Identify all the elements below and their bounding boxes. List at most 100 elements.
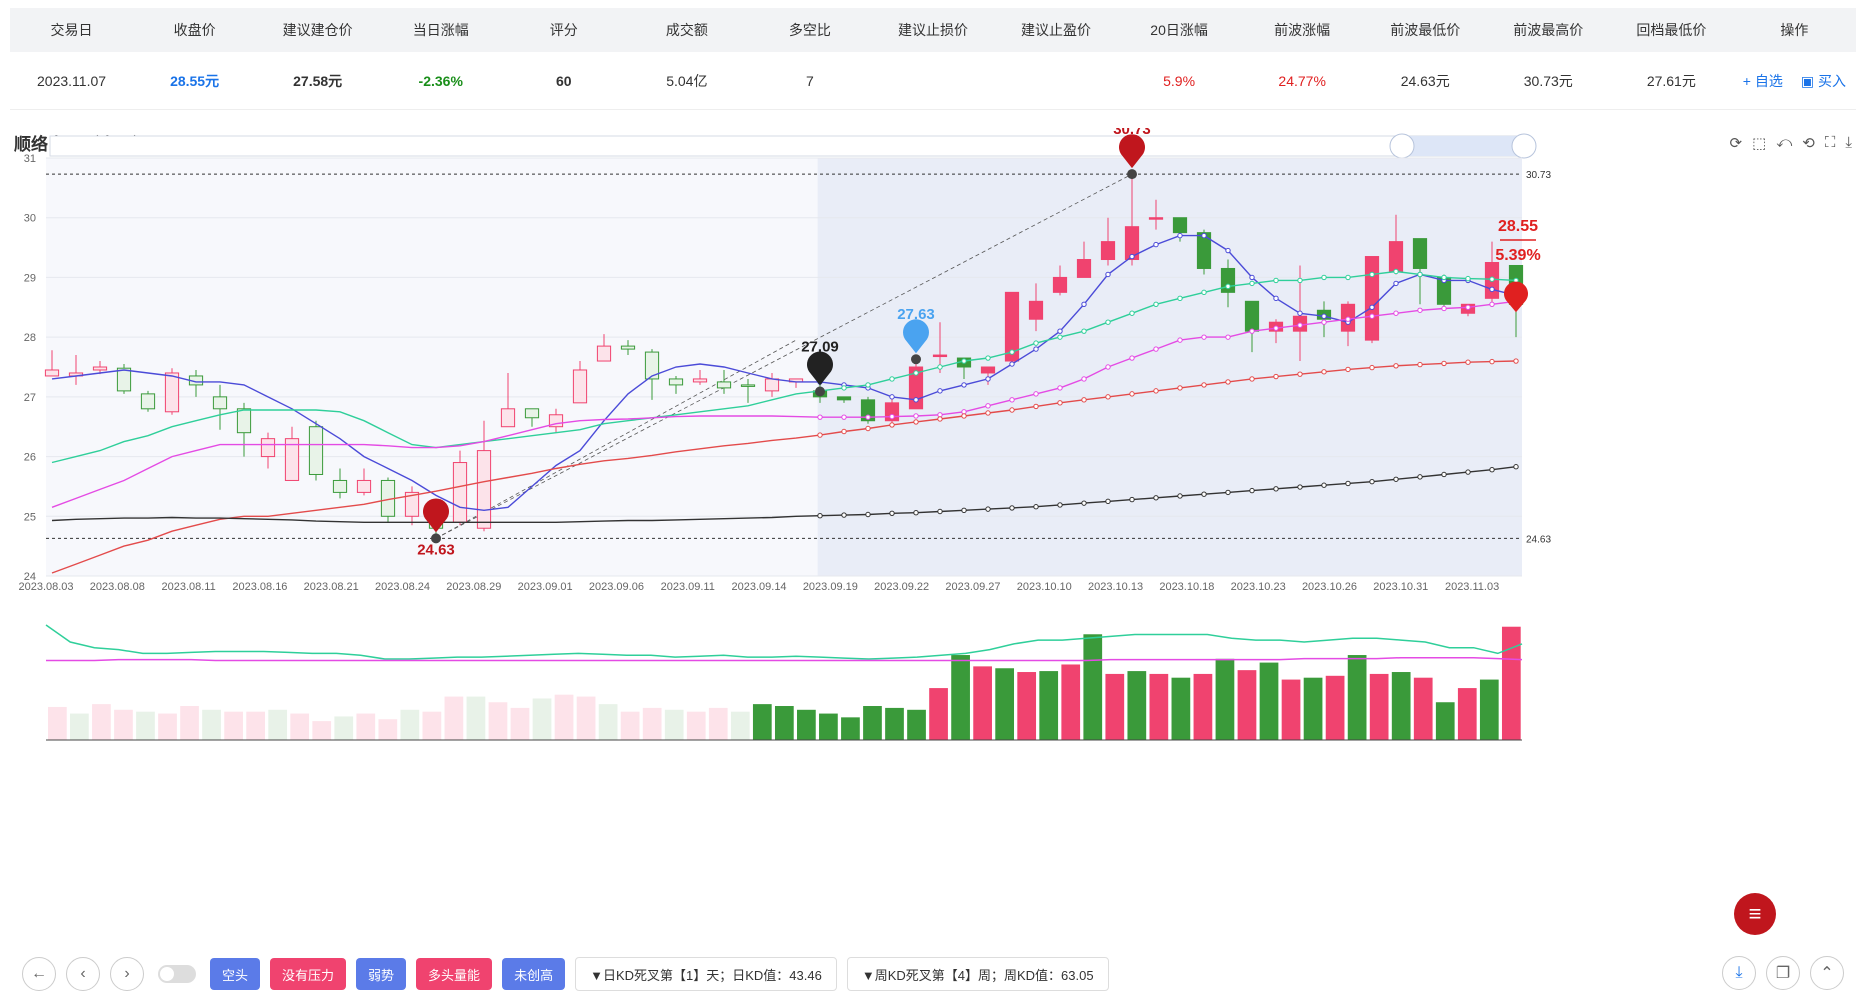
candle-body (164, 372, 180, 413)
ma5-point (1105, 271, 1111, 278)
candle-body (740, 384, 756, 387)
ma5-line (51, 234, 1517, 512)
ma63-point (961, 413, 967, 419)
candle-body (1076, 259, 1092, 278)
ma5-point (1129, 253, 1135, 260)
volume-bar (907, 709, 926, 740)
candle-body (92, 366, 108, 371)
nav-next-button[interactable]: › (110, 957, 144, 991)
cell-score: 60 (555, 72, 572, 89)
toggle-switch[interactable] (158, 965, 196, 983)
ma63-point (1177, 385, 1183, 391)
ma31-point (1225, 334, 1231, 340)
fullscreen-icon[interactable]: ⛶ (1824, 134, 1836, 151)
x-tick-label: 2023.09.14 (732, 581, 787, 593)
ma63-point (913, 419, 919, 425)
ma31-point (817, 414, 823, 420)
ma63-point (841, 428, 847, 435)
download-icon[interactable]: ⤓ (1722, 956, 1756, 990)
marker-dot (911, 354, 921, 365)
scroll-top-icon[interactable]: ⌃ (1810, 956, 1844, 990)
header-cell: 回档最低价 (1636, 22, 1707, 38)
ma18-point (1441, 274, 1447, 281)
ma63-point (1225, 379, 1231, 385)
ma250-point (985, 506, 991, 512)
volume-bar (92, 704, 111, 740)
save-image-icon[interactable]: ⤓ (1845, 134, 1852, 151)
volume-bar (334, 716, 354, 740)
header-cell: 前波涨幅 (1274, 22, 1331, 38)
kline-chart[interactable]: 24 25 26 27 28 29 30 31 2023.08.03 2023.08.08 2023… (0, 128, 1866, 898)
volume-bar (1303, 677, 1323, 740)
volume-bar (356, 713, 376, 740)
ma63-point (1369, 364, 1375, 371)
ma250-point (1489, 467, 1495, 473)
table-row: 2023.11.07 28.55元 27.58元 -2.36% 60 5.04亿… (10, 52, 1856, 110)
cell-wave-change: 24.77% (1278, 72, 1326, 89)
ma63-point (1201, 382, 1207, 388)
volume-bar (1325, 675, 1345, 740)
x-tick-label: 2023.10.31 (1373, 581, 1428, 593)
volume-bar (1281, 679, 1301, 740)
nav-first-button[interactable]: ← (22, 957, 56, 991)
volume-bar (708, 707, 728, 740)
volume-bar (422, 711, 442, 740)
ma5-point (1249, 274, 1255, 281)
buy-button[interactable]: ▣ 买入 (1800, 72, 1846, 89)
ma250-point (1225, 489, 1231, 496)
ma18-point (1489, 276, 1495, 282)
volume-bar (1193, 673, 1213, 740)
area-zoom-icon[interactable]: ⬚ (1752, 135, 1767, 152)
ma18-point (1297, 277, 1303, 284)
ma250-point (913, 510, 919, 516)
volume-bar (444, 696, 464, 740)
ma250-point (1249, 487, 1255, 494)
nav-prev-button[interactable]: ‹ (66, 957, 100, 991)
header-cell: 前波最高价 (1513, 22, 1584, 38)
y-tick-label: 30 (24, 213, 36, 225)
legend-label: MA18 (740, 128, 769, 130)
daily-kd-info: ▼日KD死叉第【1】天；日KD值：43.46 (575, 957, 837, 991)
ma18-point (841, 385, 847, 391)
menu-button[interactable]: ≡ (1734, 893, 1776, 935)
restore-icon[interactable]: ⟲ (1802, 135, 1815, 152)
ma5-point (937, 388, 943, 394)
cell-ratio: 7 (806, 72, 814, 89)
volume-bar (863, 706, 882, 740)
volume-bar (1083, 634, 1103, 740)
marker-label: 27.09 (801, 338, 839, 355)
ma63-point (1129, 391, 1135, 397)
price-hline-label: 30.73 (1526, 170, 1551, 181)
cell-wave-high: 30.73元 (1523, 72, 1573, 89)
refresh-icon[interactable]: ⟳ (1729, 135, 1743, 152)
candle-body (596, 345, 612, 362)
ma5-point (985, 376, 991, 382)
ma5-point (1009, 361, 1015, 367)
zoom-reset-icon[interactable]: ⤺ (1776, 134, 1793, 151)
ma250-point (1153, 495, 1159, 501)
header-cell: 多空比 (788, 22, 831, 38)
ma250-point (1513, 464, 1519, 470)
copy-icon[interactable]: ❐ (1766, 956, 1800, 990)
x-tick-label: 2023.09.06 (589, 581, 644, 593)
header-cell: 交易日 (50, 22, 93, 38)
ma18-point (1201, 289, 1207, 296)
volume-bar (1039, 671, 1059, 740)
legend-label: K (636, 128, 644, 130)
ma18-point (1129, 310, 1135, 316)
marker-dot (431, 533, 441, 544)
x-tick-label: 2023.10.26 (1302, 581, 1357, 593)
candle-body (668, 378, 684, 386)
volume-bar (312, 721, 332, 740)
add-watchlist-button[interactable]: + 自选 (1742, 72, 1783, 89)
ma250-point (1129, 496, 1135, 503)
ma18-point (961, 358, 967, 364)
volume-bar (929, 688, 948, 740)
volume-bar (400, 709, 420, 740)
ma31-point (1345, 316, 1351, 322)
ma18-point (865, 382, 871, 388)
ma63-point (1441, 360, 1447, 367)
ma250-point (961, 507, 967, 514)
candle-body (1100, 241, 1116, 261)
ma250-point (1105, 498, 1111, 505)
